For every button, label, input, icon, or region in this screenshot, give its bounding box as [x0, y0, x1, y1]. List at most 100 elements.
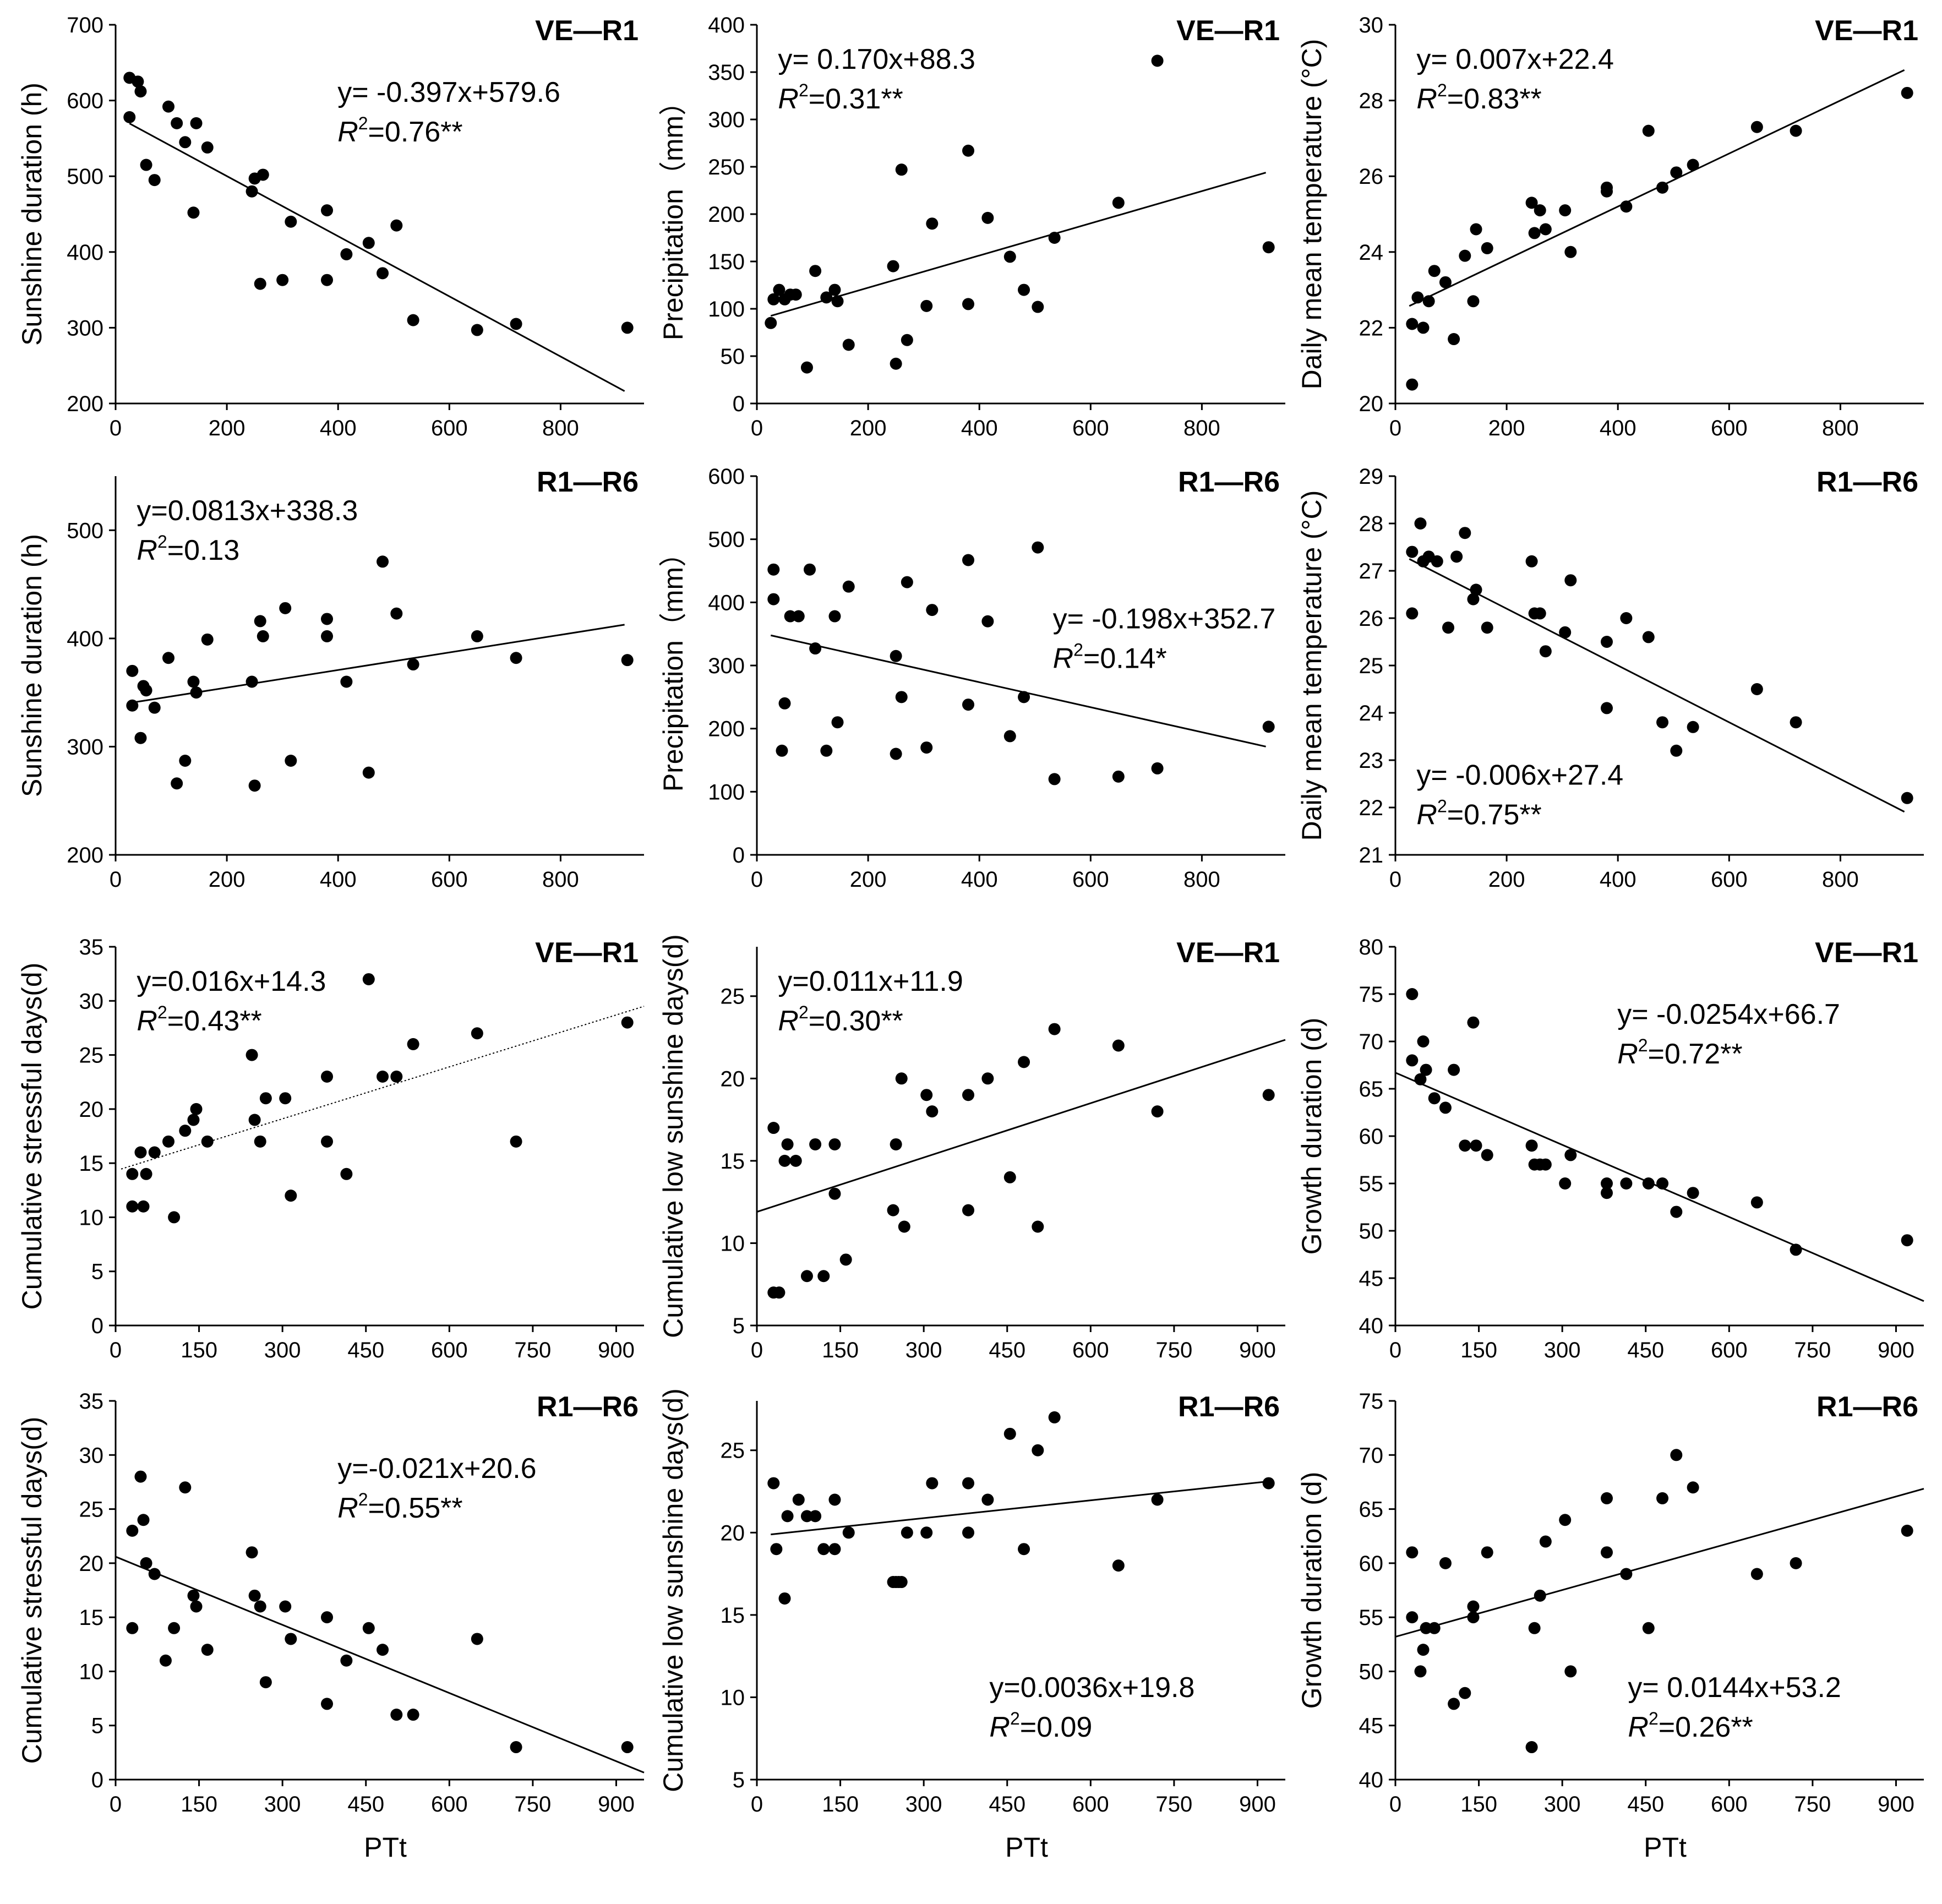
x-tick-label: 900	[1878, 1792, 1914, 1816]
data-point	[901, 334, 913, 346]
y-tick-label: 40	[1359, 1768, 1384, 1792]
y-tick-label: 250	[708, 155, 745, 179]
data-point	[407, 1038, 419, 1050]
data-point	[257, 168, 269, 181]
data-point	[1048, 1023, 1061, 1035]
x-tick-label: 200	[850, 868, 887, 892]
data-point	[809, 1138, 822, 1150]
data-point	[1459, 1687, 1471, 1699]
data-point	[778, 697, 791, 710]
data-point	[1003, 1171, 1016, 1183]
y-tick-label: 50	[721, 345, 745, 369]
data-point	[962, 298, 974, 310]
data-point	[1439, 1101, 1452, 1114]
data-point	[140, 159, 152, 171]
data-point	[621, 1741, 634, 1754]
chart-panel-11: 5 10 15 20 25 0 150 300 450 600 750 900 Cumulative l…	[658, 1388, 1285, 1816]
r-squared: R2=0.55**	[337, 1490, 462, 1524]
y-axis-label: Growth duration (d)	[1296, 1472, 1327, 1709]
x-tick-label: 300	[264, 1338, 301, 1362]
data-point	[1414, 517, 1427, 530]
data-point	[1442, 621, 1454, 634]
trend-line	[756, 1039, 1286, 1213]
data-point	[920, 1089, 933, 1101]
data-point	[190, 1103, 203, 1115]
data-point	[828, 1187, 841, 1200]
data-point	[1431, 555, 1443, 568]
chart-panel-5: 0 100 200 300 400 500 600 0 200 400 600 800 Precipit…	[658, 465, 1285, 892]
data-point	[1048, 773, 1061, 785]
data-point	[1406, 1611, 1419, 1624]
data-point	[1750, 1196, 1763, 1209]
x-tick-label: 600	[1072, 1792, 1109, 1816]
data-point	[1750, 121, 1763, 133]
data-point	[621, 321, 634, 334]
data-point	[1428, 1092, 1441, 1105]
data-point	[1687, 721, 1699, 733]
trend-line	[129, 624, 625, 704]
regression-equation: y= 0.170x+88.3	[778, 43, 975, 75]
y-axis-label: Precipitation（mm）	[658, 88, 689, 340]
data-point	[1481, 242, 1493, 254]
data-point	[510, 1135, 522, 1148]
y-tick-label: 5	[91, 1714, 103, 1738]
data-point	[254, 277, 266, 290]
x-tick-label: 150	[1460, 1338, 1497, 1362]
data-point	[1406, 545, 1419, 558]
x-axis-label: PTt	[1644, 1832, 1687, 1863]
data-point	[926, 1105, 939, 1118]
data-point	[362, 237, 375, 249]
data-point	[137, 1514, 150, 1526]
data-point	[1670, 166, 1683, 179]
y-tick-label: 50	[1359, 1219, 1384, 1243]
y-tick-label: 10	[721, 1231, 745, 1256]
data-point	[1481, 1546, 1493, 1559]
x-tick-label: 0	[110, 416, 122, 440]
r-squared: R2=0.30**	[778, 1002, 903, 1037]
y-axis-label: Sunshine duration (h)	[17, 534, 47, 797]
data-point	[1564, 245, 1577, 258]
data-point	[767, 293, 780, 305]
x-tick-label: 400	[1600, 868, 1636, 892]
data-point	[1601, 1187, 1613, 1199]
data-point	[962, 554, 974, 566]
y-tick-label: 0	[733, 843, 745, 868]
data-point	[1467, 593, 1480, 605]
data-point	[362, 1622, 375, 1634]
data-point	[1018, 1543, 1030, 1556]
data-point	[1448, 1063, 1460, 1076]
data-point	[920, 741, 933, 754]
data-point	[340, 675, 353, 688]
data-point	[1559, 626, 1572, 639]
data-point	[179, 1481, 192, 1494]
x-tick-label: 600	[1711, 1792, 1748, 1816]
y-tick-label: 26	[1359, 165, 1384, 189]
data-point	[248, 1114, 261, 1126]
data-point	[187, 675, 200, 688]
y-tick-label: 28	[1359, 89, 1384, 113]
y-tick-label: 15	[721, 1149, 745, 1174]
y-tick-label: 65	[1359, 1077, 1384, 1101]
x-axis-label: PTt	[364, 1832, 407, 1863]
data-point	[1439, 276, 1452, 288]
data-point	[1428, 265, 1441, 277]
data-point	[179, 754, 192, 767]
data-point	[765, 317, 777, 329]
data-point	[126, 1200, 139, 1213]
data-point	[776, 744, 788, 757]
y-tick-label: 75	[1359, 1389, 1384, 1414]
regression-equation: y=0.0813x+338.3	[137, 495, 358, 527]
data-point	[1670, 1205, 1683, 1218]
data-point	[789, 288, 802, 301]
y-tick-label: 15	[79, 1606, 104, 1630]
panel-title: R1—R6	[1178, 466, 1280, 498]
x-tick-label: 800	[1822, 416, 1859, 440]
x-tick-label: 800	[542, 416, 579, 440]
data-point	[781, 1138, 794, 1150]
data-point	[1656, 1492, 1669, 1504]
data-point	[1525, 1741, 1538, 1754]
y-axis-label: Daily mean temperature (°C)	[1296, 490, 1327, 841]
data-point	[800, 361, 813, 374]
data-point	[828, 610, 841, 623]
